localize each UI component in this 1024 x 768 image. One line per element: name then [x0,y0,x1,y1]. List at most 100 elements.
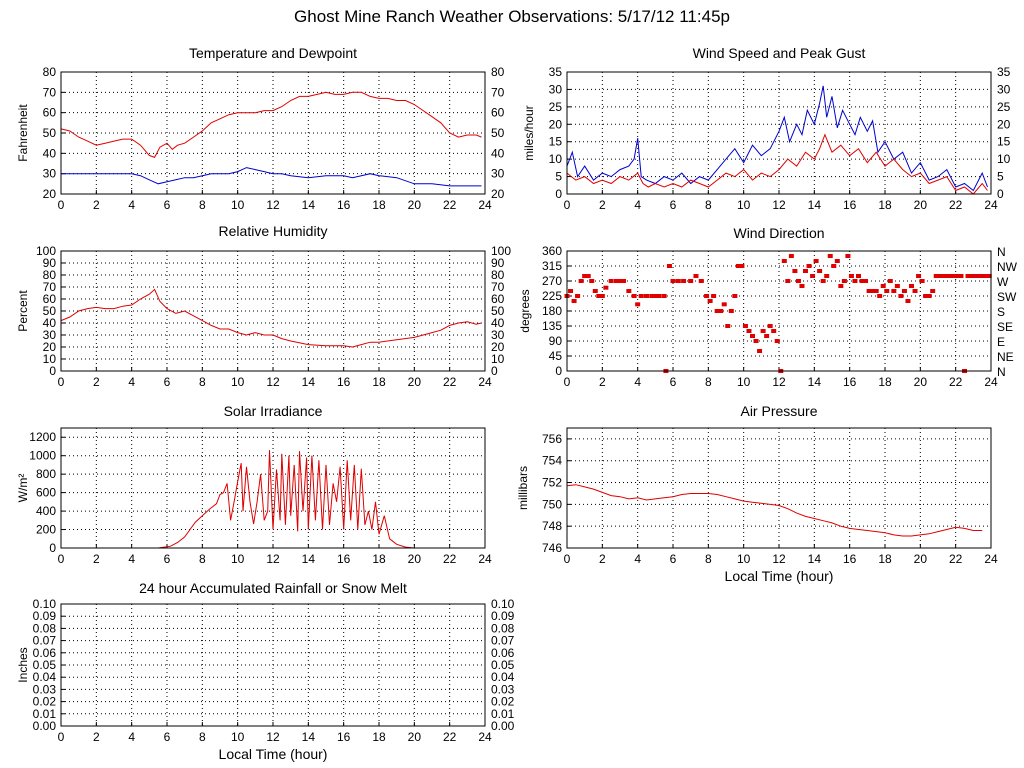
x-tick-label: 18 [372,730,386,744]
direction-point [626,289,632,293]
x-tick-label: 24 [478,730,492,744]
direction-point [863,279,869,283]
direction-point [638,294,644,298]
direction-point [951,274,957,278]
y-tick-label: 180 [542,304,562,318]
chart-title: Temperature and Dewpoint [189,45,357,61]
x-tick-label: 4 [128,552,135,566]
direction-point [675,279,681,283]
direction-point [635,302,641,307]
direction-point [919,279,925,283]
x-tick-label: 18 [878,375,892,389]
direction-point [631,294,637,298]
y-tick-label-right: 30 [997,82,1011,96]
y-tick-label-right: 0.02 [491,695,515,709]
x-tick-label: 12 [266,375,280,389]
direction-point [810,274,816,278]
direction-point [753,339,759,343]
x-tick-label: 10 [231,730,245,744]
y-tick-label-right: 0 [997,187,1004,201]
direction-point [746,329,752,333]
x-tick-label: 0 [564,552,571,566]
direction-point [976,274,982,278]
chart-title: Relative Humidity [219,223,328,239]
plot-frame [566,250,992,372]
direction-point [750,334,755,338]
y-tick-label-right: 0 [491,364,498,378]
y-tick-label: 1000 [29,449,56,463]
y-tick-label: 15 [549,135,563,149]
x-tick-label: 22 [443,730,457,744]
x-tick-label: 2 [93,375,100,389]
x-tick-label: 16 [337,552,351,566]
chart-title: 24 hour Accumulated Rainfall or Snow Mel… [139,580,407,596]
direction-point [937,274,943,278]
x-tick-label: 6 [670,552,677,566]
y-tick-label-right: 60 [491,292,505,306]
direction-point [589,279,595,283]
x-tick-label: 10 [231,375,245,389]
y-tick-label: 0.09 [33,609,57,623]
direction-point [813,259,819,263]
direction-point [880,284,886,288]
y-tick-label: 0.08 [33,621,57,635]
plot-frame [60,603,486,727]
x-tick-label: 18 [372,552,386,566]
y-tick-label: 60 [43,292,57,306]
y-tick-label-right: 30 [491,328,505,342]
direction-point [877,294,883,298]
x-tick-label: 24 [478,375,492,389]
y-axis-label: Percent [16,290,30,332]
direction-point [926,294,932,298]
direction-point [608,279,614,283]
direction-point [972,274,978,278]
x-tick-label: 20 [914,198,928,212]
x-tick-label: 22 [949,198,963,212]
plot-frame [566,427,992,549]
x-tick-label: 14 [302,730,316,744]
compass-label: N [997,365,1006,379]
direction-point [649,294,655,298]
x-tick-label: 24 [984,198,998,212]
direction-point [725,324,731,328]
x-tick-label: 4 [128,375,135,389]
y-tick-label: 20 [43,187,57,201]
direction-point [930,289,936,293]
y-tick-label: 756 [542,432,562,446]
direction-point [774,339,780,343]
x-tick-label: 8 [199,730,206,744]
plot-frame [60,250,486,372]
direction-point [940,274,946,278]
x-tick-label: 0 [58,375,65,389]
direction-point [803,269,808,273]
direction-point [845,254,851,258]
y-tick-label: 30 [549,82,563,96]
direction-point [820,279,826,283]
compass-label: S [997,305,1005,319]
x-tick-label: 18 [878,198,892,212]
compass-label: SE [997,320,1013,334]
y-tick-label: 0.01 [33,707,57,721]
direction-point [859,279,865,283]
x-tick-label: 16 [337,198,351,212]
y-tick-label-right: 0.01 [491,707,515,721]
x-tick-label: 4 [634,552,641,566]
direction-point [852,279,858,283]
x-tick-label: 6 [164,375,171,389]
x-tick-label: 8 [705,198,712,212]
direction-point [603,285,609,290]
x-tick-label: 8 [199,552,206,566]
x-tick-label: 8 [705,375,712,389]
x-tick-label: 2 [599,198,606,212]
direction-point [894,284,900,288]
x-tick-label: 6 [164,198,171,212]
y-tick-label: 70 [43,280,57,294]
y-tick-label-right: 10 [491,352,505,366]
y-tick-label: 800 [36,467,56,481]
series-line-0 [60,91,482,159]
x-tick-label: 6 [164,552,171,566]
series-line-0 [566,484,983,537]
direction-point [735,264,741,268]
